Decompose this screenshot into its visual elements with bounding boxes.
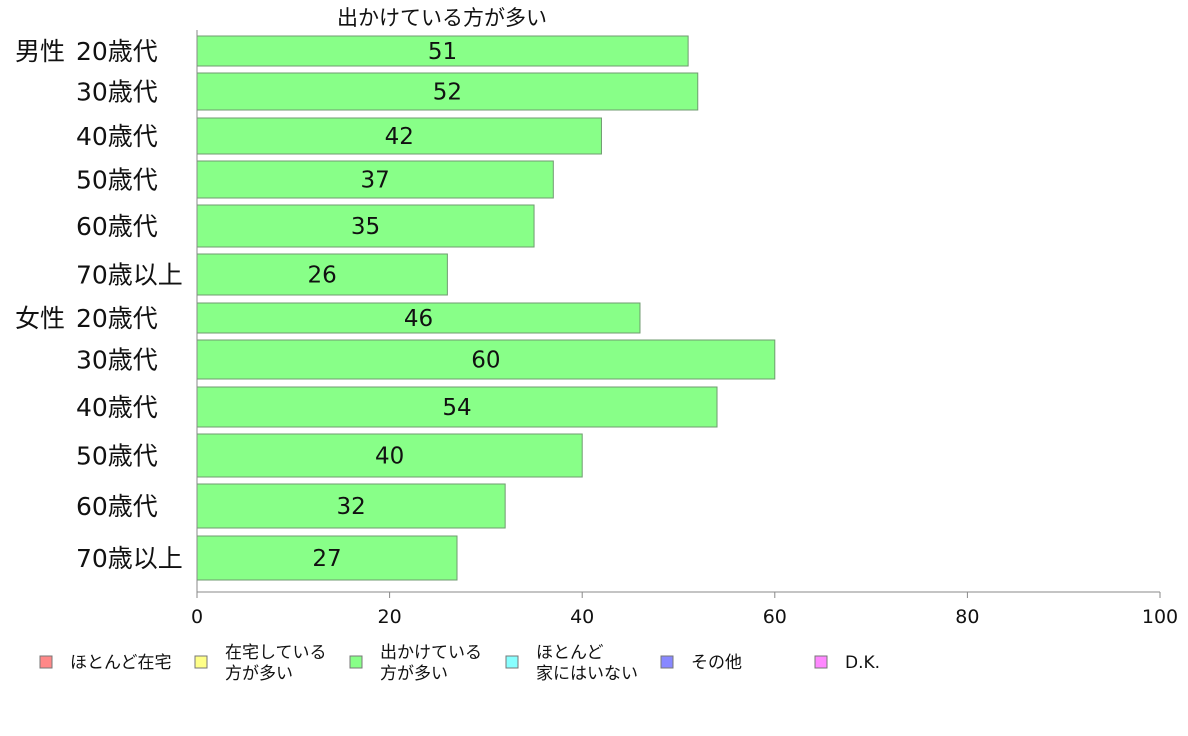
x-tick-label: 20: [378, 606, 402, 628]
group-label: 男性: [15, 37, 65, 66]
bar-value-label: 40: [375, 444, 404, 470]
legend-swatch: [660, 655, 674, 669]
category-label: 70歳以上: [76, 544, 183, 573]
bar-value-label: 32: [336, 494, 365, 520]
legend-swatch: [349, 655, 363, 669]
bar-value-label: 54: [442, 395, 471, 421]
legend-label: 在宅している: [225, 643, 327, 663]
bar: [196, 302, 641, 334]
bar-value-label: 51: [428, 39, 457, 65]
legend-label: D.K.: [845, 653, 880, 673]
bar-value-label: 60: [471, 348, 500, 374]
category-label: 60歳代: [76, 212, 158, 241]
bar: [196, 72, 699, 111]
category-label: 40歳代: [76, 122, 158, 151]
x-tick-label: 80: [955, 606, 979, 628]
legend-label: その他: [691, 653, 742, 673]
bar-value-label: 37: [361, 168, 390, 194]
legend-swatch: [814, 655, 828, 669]
legend-label: ほとんど: [536, 643, 604, 663]
bar-value-label: 27: [312, 546, 341, 572]
bar: [196, 160, 554, 199]
bar: [196, 483, 506, 529]
category-label: 30歳代: [76, 78, 158, 107]
category-label: 70歳以上: [76, 261, 183, 290]
bar-value-label: 52: [433, 80, 462, 106]
bar: [196, 433, 583, 478]
bar: [196, 204, 535, 248]
category-label: 50歳代: [76, 442, 158, 471]
x-tick-label: 60: [763, 606, 787, 628]
category-label: 60歳代: [76, 492, 158, 521]
legend-swatch: [505, 655, 519, 669]
bar: [196, 535, 458, 581]
category-label: 20歳代: [76, 37, 158, 66]
legend-label: 家にはいない: [536, 664, 638, 684]
legend-label: 方が多い: [380, 664, 448, 684]
bar-value-label: 26: [308, 263, 337, 289]
x-tick-label: 40: [570, 606, 594, 628]
group-label: 女性: [15, 304, 65, 333]
x-tick-label: 0: [191, 606, 203, 628]
bar-value-label: 46: [404, 306, 433, 332]
bars-group: 51 20歳代 52 30歳代 42 40歳代 37 50歳代 35 60歳代 26 70歳以上 46 2…: [15, 35, 776, 581]
category-label: 20歳代: [76, 304, 158, 333]
legend-label: ほとんど在宅: [70, 653, 172, 673]
bar-value-label: 35: [351, 214, 380, 240]
bar: [196, 253, 448, 296]
category-label: 30歳代: [76, 346, 158, 375]
x-tick-label: 100: [1142, 606, 1178, 628]
bar-value-label: 42: [385, 124, 414, 150]
x-axis: 0 20 40 60 80 100: [191, 30, 1178, 628]
legend-label: 方が多い: [225, 664, 293, 684]
chart-title: 出かけている方が多い: [337, 6, 547, 30]
category-label: 40歳代: [76, 393, 158, 422]
bar: [196, 117, 602, 155]
category-label: 50歳代: [76, 166, 158, 195]
legend-label: 出かけている: [380, 643, 482, 663]
bar: [196, 35, 689, 67]
legend-swatch: [194, 655, 208, 669]
legend-swatch: [39, 655, 53, 669]
